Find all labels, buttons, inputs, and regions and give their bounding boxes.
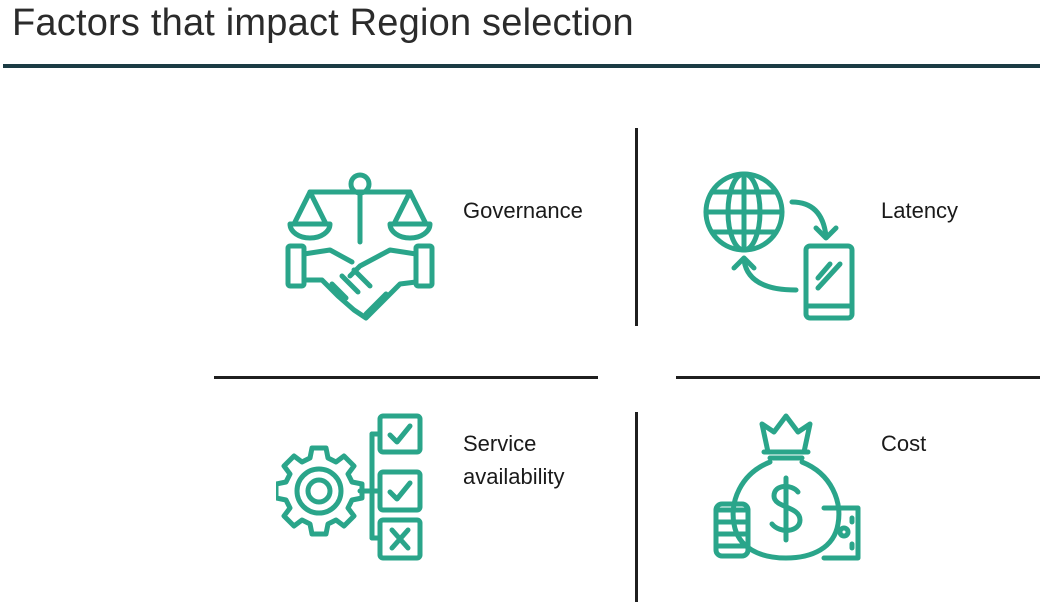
money-bag-icon — [712, 412, 862, 562]
factor-label-latency: Latency — [881, 198, 959, 223]
factor-label-service-availability: Service availability — [463, 431, 565, 489]
factor-label-governance: Governance — [463, 198, 583, 223]
factor-label-cost: Cost — [881, 431, 927, 456]
divider-vertical-bottom — [635, 412, 638, 602]
divider-vertical-top — [635, 128, 638, 326]
divider-horizontal-right — [676, 376, 1040, 379]
gear-checklist-icon — [276, 410, 430, 562]
globe-phone-icon — [700, 170, 860, 322]
title-underline — [3, 64, 1040, 68]
page-title: Factors that impact Region selection — [12, 2, 634, 44]
handshake-scales-icon — [282, 172, 438, 324]
divider-horizontal-left — [214, 376, 598, 379]
